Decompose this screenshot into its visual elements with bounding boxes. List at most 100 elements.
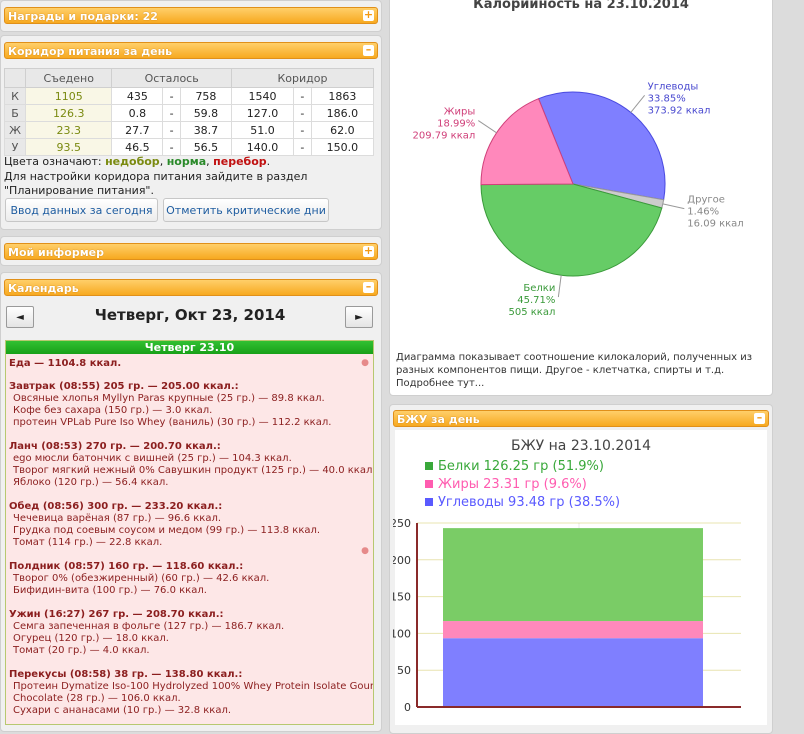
dash: -	[293, 138, 312, 156]
pie-label: 373.92 ккал	[648, 105, 711, 116]
corridor-header[interactable]: Коридор питания за день –	[4, 42, 378, 59]
expand-icon[interactable]: +	[363, 244, 374, 257]
calendar-header[interactable]: Календарь –	[4, 279, 378, 296]
remaining-min: 435	[111, 87, 164, 105]
pie-leader-line	[662, 203, 685, 210]
legend-label: Белки 126.25 гр (51.9%)	[438, 459, 604, 474]
diary-item: Бифидин-вита (100 гр.) — 76.0 ккал.	[13, 585, 207, 596]
dash: -	[162, 121, 182, 139]
collapse-icon[interactable]: –	[363, 44, 374, 56]
row-label: У	[4, 138, 26, 156]
pie-caption-more-link[interactable]: Подробнее тут...	[396, 378, 485, 389]
bju-header[interactable]: БЖУ за день –	[393, 410, 769, 427]
diary-item: Chocolate (28 гр.) — 106.0 ккал.	[13, 693, 181, 704]
colors-prefix: Цвета означают:	[4, 155, 102, 168]
colors-legend: Цвета означают: недобор, норма, перебор.	[4, 155, 271, 168]
bar-segment-2	[443, 528, 703, 622]
corridor-row-k: К 1105 435 - 758 1540 - 1863	[4, 87, 375, 105]
calendar-date: Четверг, Окт 23, 2014	[94, 306, 286, 324]
diary-item: Овсяные хлопья Myllyn Paras крупные (25 …	[13, 393, 325, 404]
bar-title: БЖУ на 23.10.2014	[510, 438, 651, 454]
legend-under: недобор	[105, 155, 160, 168]
bar-legend-protein: Белки 126.25 гр (51.9%)	[425, 459, 604, 474]
pie-label: 1.46%	[687, 207, 719, 218]
meal-snack: Полдник (08:57) 160 гр. — 118.60 ккал.:	[9, 561, 244, 572]
legend-square	[425, 498, 433, 506]
pie-caption-1: Диаграмма показывает соотношение килокал…	[396, 352, 753, 363]
legend-over: перебор	[213, 155, 267, 168]
collapse-icon[interactable]: –	[363, 281, 374, 293]
informer-panel: Мой информер +	[0, 236, 382, 266]
pie-label: 16.09 ккал	[687, 219, 743, 230]
expand-icon[interactable]: +	[363, 8, 374, 21]
bar-segment-1	[443, 621, 703, 639]
bju-bar-chart: 0 50 100 150 200 250	[393, 517, 741, 714]
corridor-max: 1863	[310, 87, 375, 105]
pie-leader-line	[478, 120, 497, 134]
collapse-icon[interactable]: –	[754, 412, 765, 424]
diary-item: Творог 0% (обезжиренный) (60 гр.) — 42.6…	[13, 573, 270, 584]
corridor-table-header: Съедено Осталось Коридор	[4, 68, 375, 88]
diary-total: Еда — 1104.8 ккал.	[9, 358, 122, 369]
corridor-th-remaining: Осталось	[111, 68, 232, 88]
pie-label: Углеводы	[648, 81, 699, 92]
next-day-button[interactable]: ►	[345, 306, 373, 328]
corridor-row-u: У 93.5 46.5 - 56.5 140.0 - 150.0	[4, 138, 375, 156]
enter-data-today-button[interactable]: Ввод данных за сегодня	[5, 198, 158, 222]
legend-square	[425, 462, 433, 470]
bar-segment-0	[443, 638, 703, 707]
bar-ytick-label: 50	[397, 664, 411, 677]
awards-header[interactable]: Награды и подарки: 22 +	[4, 7, 378, 24]
corridor-min: 1540	[230, 87, 295, 105]
dash: -	[293, 104, 312, 122]
setup-text-2[interactable]: "Планирование питания".	[4, 184, 154, 197]
diary-item: Томат (20 гр.) — 4.0 ккал.	[13, 645, 150, 656]
meal-breakfast: Завтрак (08:55) 205 гр. — 205.00 ккал.:	[9, 381, 239, 392]
legend-square	[425, 480, 433, 488]
prev-day-button[interactable]: ◄	[6, 306, 34, 328]
remaining-min: 0.8	[111, 104, 164, 122]
row-label: Ж	[4, 121, 26, 139]
remaining-min: 46.5	[111, 138, 164, 156]
diary-item: Огурец (120 гр.) — 18.0 ккал.	[13, 633, 169, 644]
diary-item: протеин VPLab Pure Iso Whey (ваниль) (30…	[13, 417, 332, 428]
corridor-th-empty	[4, 68, 26, 88]
dash: -	[162, 87, 182, 105]
informer-header-label: Мой информер	[8, 246, 105, 259]
corridor-table: Съедено Осталось Коридор К 1105 435 - 75…	[4, 68, 375, 156]
row-label: К	[4, 87, 26, 105]
bar-ytick-label: 200	[393, 554, 411, 567]
mark-critical-days-button[interactable]: Отметить критические дни	[163, 198, 329, 222]
meal-snacks: Перекусы (08:58) 38 гр. — 138.80 ккал.:	[9, 669, 243, 680]
pie-slice-0	[537, 91, 666, 201]
bar-ytick-label: 150	[393, 591, 411, 604]
legend-label: Жиры 23.31 гр (9.6%)	[438, 477, 587, 492]
pie-label: 45.71%	[517, 295, 555, 306]
corridor-min: 140.0	[230, 138, 295, 156]
diary-item: Грудка под соевым соусом и медом (99 гр.…	[13, 525, 321, 536]
corridor-min: 51.0	[230, 121, 295, 139]
corridor-max: 62.0	[310, 121, 375, 139]
setup-text-1: Для настройки коридора питания зайдите в…	[4, 170, 308, 183]
pie-label: Белки	[523, 283, 555, 294]
corridor-min: 127.0	[230, 104, 295, 122]
apple-icon: ●	[361, 358, 369, 368]
meal-supper: Ужин (16:27) 267 гр. — 208.70 ккал.:	[9, 609, 224, 620]
pie-label: 33.85%	[648, 93, 686, 104]
corridor-max: 186.0	[310, 104, 375, 122]
remaining-max: 38.7	[180, 121, 232, 139]
awards-header-label: Награды и подарки: 22	[8, 10, 158, 23]
eaten-value: 23.3	[24, 121, 113, 139]
meal-dinner: Обед (08:56) 300 гр. — 233.20 ккал.:	[9, 501, 223, 512]
bar-legend-fat: Жиры 23.31 гр (9.6%)	[425, 477, 587, 492]
informer-header[interactable]: Мой информер +	[4, 243, 378, 260]
diary-item: Сухари с ананасами (10 гр.) — 32.8 ккал.	[13, 705, 232, 716]
diary-item: Протеин Dymatize Iso-100 Hydrolyzed 100%…	[13, 681, 374, 692]
pie-label: 505 ккал	[508, 307, 555, 318]
apple-icon: ●	[361, 546, 369, 556]
dash: -	[162, 104, 182, 122]
corridor-th-corridor: Коридор	[230, 68, 375, 88]
pie-caption-2: разных компонентов пищи. Другое - клетча…	[396, 365, 725, 376]
corridor-header-label: Коридор питания за день	[8, 45, 173, 58]
remaining-max: 56.5	[180, 138, 232, 156]
